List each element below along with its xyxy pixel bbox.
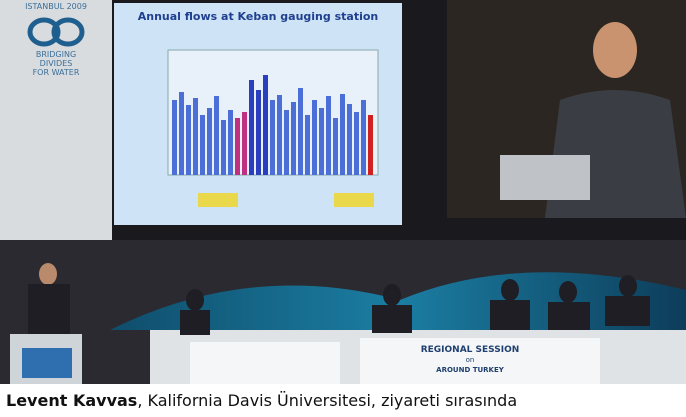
banner-slogan: DIVIDES (40, 59, 73, 68)
speaker-face (593, 22, 637, 78)
banner-slogan: FOR WATER (33, 68, 80, 77)
podium-speaker (39, 263, 57, 285)
caption-name: Levent Kavvas (6, 391, 137, 410)
slide-note (198, 193, 238, 207)
table-front (190, 342, 340, 384)
caption-text: , Kalifornia Davis Üniversitesi, ziyaret… (137, 391, 517, 410)
sign-text: on (466, 356, 475, 364)
banner-slogan: BRIDGING (36, 50, 76, 59)
slide-note (334, 193, 374, 207)
slide-title: Annual flows at Keban gauging station (138, 10, 379, 23)
caption: Levent Kavvas, Kalifornia Davis Üniversi… (0, 384, 686, 417)
banner-event: ISTANBUL 2009 (25, 2, 87, 11)
sign-text: AROUND TURKEY (436, 366, 505, 374)
laptop (500, 155, 590, 200)
podium-screen (22, 348, 72, 378)
page: {"photo": { "banner": {"event": "ISTANBU… (0, 0, 686, 417)
sign-text: REGIONAL SESSION (421, 345, 520, 355)
photo: ISTANBUL 2009 BRIDGING DIVIDES FOR WATER… (0, 0, 686, 384)
podium-speaker (28, 284, 70, 334)
